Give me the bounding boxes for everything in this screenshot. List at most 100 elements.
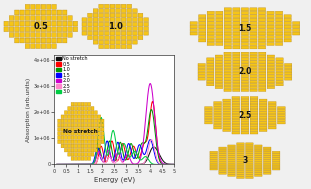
FancyBboxPatch shape bbox=[91, 144, 94, 148]
FancyBboxPatch shape bbox=[30, 44, 35, 49]
FancyBboxPatch shape bbox=[254, 145, 262, 147]
FancyBboxPatch shape bbox=[250, 83, 257, 86]
FancyBboxPatch shape bbox=[52, 21, 56, 26]
FancyBboxPatch shape bbox=[52, 38, 56, 43]
FancyBboxPatch shape bbox=[267, 58, 275, 60]
FancyBboxPatch shape bbox=[104, 45, 109, 49]
FancyBboxPatch shape bbox=[9, 27, 14, 32]
FancyBboxPatch shape bbox=[88, 13, 92, 17]
FancyBboxPatch shape bbox=[263, 151, 271, 153]
FancyBboxPatch shape bbox=[233, 39, 240, 42]
FancyBboxPatch shape bbox=[85, 107, 87, 110]
FancyBboxPatch shape bbox=[254, 156, 262, 157]
FancyBboxPatch shape bbox=[241, 18, 248, 21]
FancyBboxPatch shape bbox=[71, 111, 74, 114]
FancyBboxPatch shape bbox=[144, 27, 148, 31]
FancyBboxPatch shape bbox=[30, 16, 35, 20]
FancyBboxPatch shape bbox=[216, 25, 223, 28]
FancyBboxPatch shape bbox=[241, 29, 248, 32]
FancyBboxPatch shape bbox=[214, 119, 221, 121]
FancyBboxPatch shape bbox=[224, 81, 231, 83]
FancyBboxPatch shape bbox=[68, 140, 71, 144]
FancyBboxPatch shape bbox=[228, 172, 235, 174]
FancyBboxPatch shape bbox=[64, 115, 67, 119]
FancyBboxPatch shape bbox=[258, 52, 266, 55]
FancyBboxPatch shape bbox=[228, 145, 235, 147]
FancyBboxPatch shape bbox=[219, 170, 226, 172]
FancyBboxPatch shape bbox=[215, 83, 223, 86]
FancyBboxPatch shape bbox=[41, 4, 46, 9]
FancyBboxPatch shape bbox=[258, 32, 266, 35]
FancyBboxPatch shape bbox=[99, 18, 104, 22]
FancyBboxPatch shape bbox=[267, 29, 274, 32]
FancyBboxPatch shape bbox=[267, 86, 275, 89]
FancyBboxPatch shape bbox=[144, 22, 148, 26]
FancyBboxPatch shape bbox=[207, 43, 214, 45]
FancyBboxPatch shape bbox=[63, 16, 67, 20]
FancyBboxPatch shape bbox=[267, 22, 274, 25]
FancyBboxPatch shape bbox=[250, 99, 258, 101]
FancyBboxPatch shape bbox=[246, 149, 253, 151]
FancyBboxPatch shape bbox=[4, 21, 8, 26]
FancyBboxPatch shape bbox=[207, 61, 214, 63]
FancyBboxPatch shape bbox=[74, 111, 77, 114]
FancyBboxPatch shape bbox=[219, 164, 226, 166]
FancyBboxPatch shape bbox=[250, 69, 257, 72]
FancyBboxPatch shape bbox=[88, 128, 91, 131]
FancyBboxPatch shape bbox=[259, 109, 267, 111]
FancyBboxPatch shape bbox=[64, 119, 67, 123]
FancyBboxPatch shape bbox=[91, 136, 94, 139]
FancyBboxPatch shape bbox=[228, 160, 235, 162]
FancyBboxPatch shape bbox=[224, 52, 231, 55]
FancyBboxPatch shape bbox=[47, 33, 51, 37]
FancyBboxPatch shape bbox=[15, 10, 19, 15]
FancyBboxPatch shape bbox=[78, 132, 81, 135]
FancyBboxPatch shape bbox=[52, 44, 56, 49]
FancyBboxPatch shape bbox=[219, 172, 226, 174]
FancyBboxPatch shape bbox=[104, 9, 109, 13]
FancyBboxPatch shape bbox=[216, 22, 223, 25]
FancyBboxPatch shape bbox=[127, 36, 132, 40]
FancyBboxPatch shape bbox=[9, 33, 14, 37]
FancyBboxPatch shape bbox=[233, 55, 240, 57]
FancyBboxPatch shape bbox=[233, 29, 240, 32]
FancyBboxPatch shape bbox=[57, 33, 62, 37]
FancyBboxPatch shape bbox=[110, 22, 115, 26]
FancyBboxPatch shape bbox=[91, 119, 94, 123]
FancyBboxPatch shape bbox=[138, 27, 143, 31]
FancyBboxPatch shape bbox=[57, 16, 62, 20]
FancyBboxPatch shape bbox=[267, 81, 275, 83]
FancyBboxPatch shape bbox=[210, 168, 217, 170]
FancyBboxPatch shape bbox=[20, 21, 24, 26]
FancyBboxPatch shape bbox=[254, 170, 262, 172]
FancyBboxPatch shape bbox=[207, 58, 214, 60]
FancyBboxPatch shape bbox=[250, 97, 258, 99]
FancyBboxPatch shape bbox=[241, 119, 249, 121]
FancyBboxPatch shape bbox=[250, 75, 257, 77]
FancyBboxPatch shape bbox=[237, 164, 244, 166]
FancyBboxPatch shape bbox=[237, 156, 244, 157]
FancyBboxPatch shape bbox=[74, 102, 77, 106]
FancyBboxPatch shape bbox=[263, 172, 271, 174]
FancyBboxPatch shape bbox=[98, 136, 101, 139]
FancyBboxPatch shape bbox=[207, 36, 214, 39]
FancyBboxPatch shape bbox=[250, 58, 257, 60]
FancyBboxPatch shape bbox=[30, 4, 35, 9]
FancyBboxPatch shape bbox=[277, 112, 285, 114]
FancyBboxPatch shape bbox=[207, 78, 214, 80]
FancyBboxPatch shape bbox=[47, 21, 51, 26]
FancyBboxPatch shape bbox=[104, 36, 109, 40]
FancyBboxPatch shape bbox=[276, 25, 283, 28]
FancyBboxPatch shape bbox=[241, 75, 248, 77]
FancyBboxPatch shape bbox=[237, 170, 244, 172]
FancyBboxPatch shape bbox=[241, 83, 248, 86]
FancyBboxPatch shape bbox=[207, 22, 214, 25]
FancyBboxPatch shape bbox=[258, 8, 266, 11]
FancyBboxPatch shape bbox=[15, 27, 19, 32]
FancyBboxPatch shape bbox=[41, 10, 46, 15]
FancyBboxPatch shape bbox=[91, 140, 94, 144]
FancyBboxPatch shape bbox=[57, 21, 62, 26]
FancyBboxPatch shape bbox=[224, 64, 231, 66]
FancyBboxPatch shape bbox=[98, 115, 101, 119]
FancyBboxPatch shape bbox=[223, 129, 230, 132]
